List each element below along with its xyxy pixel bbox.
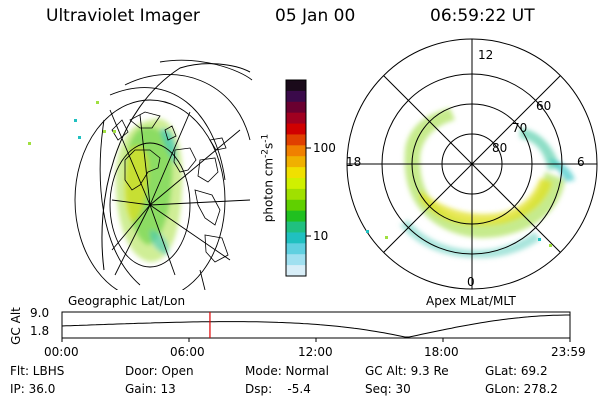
colorbar-segment — [286, 188, 306, 201]
colorbar-segment — [286, 101, 306, 114]
timeline-x-tick-3: 18:00 — [424, 345, 459, 359]
colorbar-segment — [286, 199, 306, 212]
colorbar-segment — [286, 167, 306, 179]
lat-70-label: 70 — [512, 121, 528, 135]
polar-plot — [346, 38, 598, 290]
colorbar-segment — [286, 112, 306, 125]
colorbar-segment — [286, 210, 306, 223]
altitude-timeline — [61, 311, 571, 342]
mlt-18-label: 18 — [346, 155, 362, 169]
colorbar-segment — [286, 145, 306, 157]
info-ip: IP: 36.0 — [10, 382, 56, 396]
colorbar-segment — [286, 134, 306, 146]
left-aurora — [115, 118, 183, 262]
colorbar-segment — [286, 265, 306, 277]
info-dsp: Dsp: -5.4 — [245, 382, 311, 396]
left-panel-caption: Geographic Lat/Lon — [68, 294, 186, 308]
lat-60-label: 60 — [536, 99, 552, 113]
colorbar-segment — [286, 90, 306, 103]
info-door: Door: Open — [125, 364, 194, 378]
date-label: 05 Jan 00 — [275, 6, 356, 26]
info-glat: GLat: 69.2 — [485, 364, 548, 378]
limb-arc — [101, 63, 251, 271]
colorbar-segment — [286, 232, 306, 244]
colorbar-segment — [286, 221, 306, 234]
mlt-0-label: 0 — [467, 275, 475, 289]
mlt-12-label: 12 — [478, 48, 494, 62]
lat-80-label: 80 — [492, 141, 508, 155]
info-flt: Flt: LBHS — [10, 364, 65, 378]
info-glon: GLon: 278.2 — [485, 382, 558, 396]
right-panel-caption: Apex MLat/MLT — [426, 294, 516, 308]
time-label: 06:59:22 UT — [430, 6, 535, 26]
noise-pixels — [28, 101, 116, 145]
timeline-x-tick-1: 06:00 — [170, 345, 205, 359]
coastlines — [111, 111, 229, 263]
colorbar-segment — [286, 156, 306, 168]
colorbar-segment — [286, 254, 306, 266]
geographic-map — [74, 59, 253, 290]
info-seq: Seq: 30 — [365, 382, 411, 396]
timeline-y-low: 1.8 — [30, 324, 50, 338]
timeline-x-tick-4: 23:59 — [551, 345, 586, 359]
colorbar-tick-100: 100 — [313, 141, 336, 155]
polar-stray-pixels — [366, 230, 552, 247]
colorbar — [285, 79, 311, 277]
colorbar-segment — [286, 80, 306, 92]
colorbar-segment — [286, 243, 306, 255]
colorbar-segment — [286, 178, 306, 190]
info-mode: Mode: Normal — [245, 364, 329, 378]
timeline-y-high: 9.0 — [30, 306, 50, 320]
mlt-6-label: 6 — [577, 155, 585, 169]
timeline-ylabel: GC Alt — [9, 307, 23, 345]
colorbar-tick-10: 10 — [313, 229, 329, 243]
info-gain: Gain: 13 — [125, 382, 176, 396]
timeline-x-tick-2: 12:00 — [298, 345, 333, 359]
timeline-x-tick-0: 00:00 — [44, 345, 79, 359]
colorbar-unit-label: photon cm-2s-1 — [260, 133, 276, 223]
app-title: Ultraviolet Imager — [46, 6, 200, 26]
info-gcalt: GC Alt: 9.3 Re — [365, 364, 449, 378]
colorbar-segment — [286, 123, 306, 136]
